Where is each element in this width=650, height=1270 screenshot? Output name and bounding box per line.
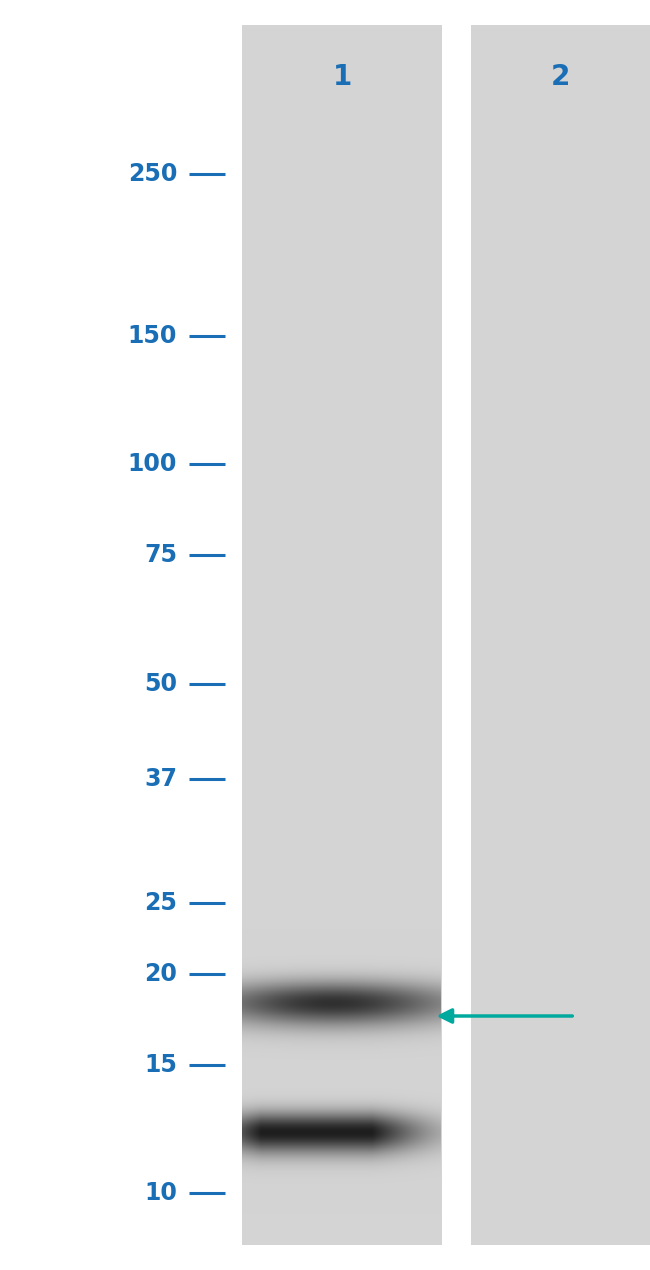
Text: 10: 10	[144, 1181, 177, 1205]
Text: 37: 37	[144, 767, 177, 791]
Text: 100: 100	[128, 452, 177, 476]
Text: 25: 25	[144, 892, 177, 916]
Text: 15: 15	[144, 1053, 177, 1077]
Text: 75: 75	[144, 544, 177, 568]
FancyBboxPatch shape	[242, 25, 442, 1245]
Text: 50: 50	[144, 672, 177, 696]
Text: 150: 150	[128, 324, 177, 348]
Text: 20: 20	[144, 961, 177, 986]
FancyBboxPatch shape	[471, 25, 650, 1245]
Text: 250: 250	[128, 163, 177, 187]
Text: 1: 1	[333, 62, 352, 91]
Text: 2: 2	[551, 62, 570, 91]
